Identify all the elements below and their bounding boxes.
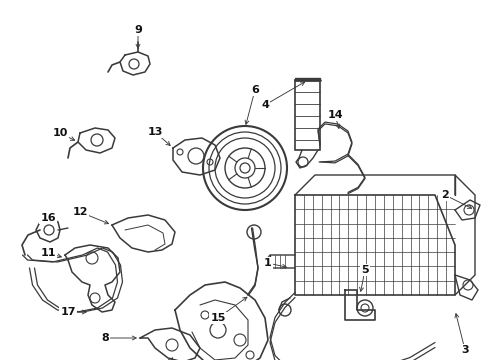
Text: 6: 6 bbox=[251, 85, 259, 95]
Text: 10: 10 bbox=[52, 128, 68, 138]
Text: 12: 12 bbox=[72, 207, 88, 217]
Text: 8: 8 bbox=[101, 333, 109, 343]
Text: 4: 4 bbox=[261, 100, 269, 110]
Text: 17: 17 bbox=[60, 307, 76, 317]
Text: 1: 1 bbox=[264, 258, 272, 268]
Bar bbox=[295, 80, 320, 150]
Text: 9: 9 bbox=[134, 25, 142, 35]
Text: 16: 16 bbox=[40, 213, 56, 223]
Text: 13: 13 bbox=[147, 127, 163, 137]
Text: 3: 3 bbox=[461, 345, 469, 355]
Text: 14: 14 bbox=[327, 110, 343, 120]
Text: 15: 15 bbox=[210, 313, 226, 323]
Text: 2: 2 bbox=[441, 190, 449, 200]
Text: 11: 11 bbox=[40, 248, 56, 258]
Text: 5: 5 bbox=[361, 265, 369, 275]
